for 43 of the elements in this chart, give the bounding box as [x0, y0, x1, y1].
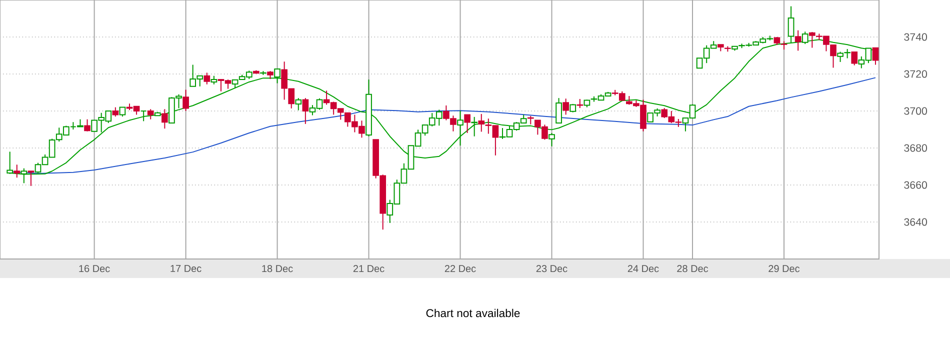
y-tick-label: 3700	[904, 107, 928, 115]
x-tick-label: 28 Dec	[677, 265, 708, 272]
candlestick	[281, 61, 288, 100]
y-tick-label: 3740	[904, 33, 928, 41]
candlestick	[112, 106, 119, 118]
text: Chart not available	[426, 308, 520, 318]
x-tick-label: 22 Dec	[444, 265, 476, 272]
x-tick-label: 21 Dec	[353, 265, 384, 272]
candlestick	[295, 98, 302, 111]
candlestick	[808, 32, 816, 48]
candlestick	[119, 106, 126, 118]
candlestick	[162, 108, 168, 130]
x-tick-label: 23 Dec	[536, 265, 568, 272]
candlestick	[204, 72, 210, 85]
x-tick-label: 24 Dec	[628, 265, 659, 272]
x-tick-label: 16 Dec	[79, 265, 110, 272]
candlestick	[84, 118, 90, 132]
candlestick	[851, 51, 858, 66]
candlestick	[14, 164, 20, 178]
candlestick	[844, 48, 851, 59]
candlestick	[837, 51, 844, 62]
x-tick-label: 29 Dec	[768, 265, 800, 272]
candlestick	[147, 108, 154, 120]
candlestick	[182, 89, 189, 112]
candlestick	[464, 114, 470, 134]
candlestick	[562, 98, 569, 116]
candlestick	[556, 98, 562, 124]
y-tick-label: 3640	[904, 218, 928, 226]
candlestick	[576, 98, 584, 109]
candlestick	[302, 98, 309, 124]
candlestick	[794, 30, 802, 52]
candlestick	[288, 88, 295, 109]
candlestick	[457, 110, 464, 146]
candlestick	[548, 132, 555, 147]
candlestick	[28, 170, 34, 186]
candlestick	[140, 110, 147, 122]
x-tick-label: 18 Dec	[262, 265, 293, 272]
x-tick-label: 17 Dec	[170, 265, 202, 272]
y-tick-label: 3660	[904, 181, 928, 189]
y-tick-label: 3720	[904, 70, 928, 78]
candlestick	[478, 113, 485, 132]
candlestick	[274, 68, 280, 84]
y-tick-label: 3680	[904, 144, 928, 152]
